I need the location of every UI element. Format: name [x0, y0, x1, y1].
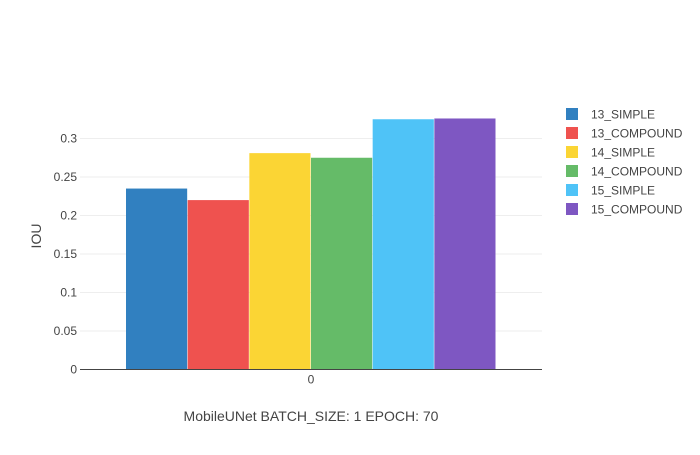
- bar-15-compound[interactable]: [434, 118, 496, 370]
- x-ticks: 0: [308, 373, 315, 387]
- x-tick-label: 0: [308, 373, 315, 387]
- legend-swatch: [566, 203, 578, 215]
- y-tick-label: 0.2: [60, 209, 77, 223]
- legend-label: 15_SIMPLE: [591, 184, 655, 198]
- bars: [126, 118, 496, 370]
- legend-label: 15_COMPOUND: [591, 203, 683, 217]
- legend-swatch: [566, 146, 578, 158]
- legend-item[interactable]: 15_SIMPLE: [566, 184, 655, 198]
- legend-item[interactable]: 13_SIMPLE: [566, 108, 655, 122]
- legend-item[interactable]: 15_COMPOUND: [566, 203, 683, 217]
- legend-label: 14_SIMPLE: [591, 146, 655, 160]
- legend-label: 13_SIMPLE: [591, 108, 655, 122]
- y-tick-label: 0.15: [54, 247, 78, 261]
- y-tick-label: 0.25: [54, 170, 78, 184]
- legend-label: 14_COMPOUND: [591, 165, 683, 179]
- y-ticks: 0 0.05 0.1 0.15 0.2 0.25 0.3: [54, 132, 78, 377]
- y-tick-label: 0: [70, 363, 77, 377]
- bar-15-simple[interactable]: [372, 119, 434, 370]
- bar-14-compound[interactable]: [311, 157, 373, 370]
- y-tick-label: 0.1: [60, 286, 77, 300]
- legend-swatch: [566, 184, 578, 196]
- legend-item[interactable]: 14_SIMPLE: [566, 146, 655, 160]
- legend-label: 13_COMPOUND: [591, 127, 683, 141]
- legend-item[interactable]: 14_COMPOUND: [566, 165, 683, 179]
- bar-13-simple[interactable]: [126, 188, 188, 370]
- x-axis-title: MobileUNet BATCH_SIZE: 1 EPOCH: 70: [184, 408, 439, 424]
- legend-swatch: [566, 108, 578, 120]
- legend: 13_SIMPLE 13_COMPOUND 14_SIMPLE 14_COMPOUND…: [566, 108, 683, 217]
- legend-swatch: [566, 127, 578, 139]
- bar-13-compound[interactable]: [187, 200, 249, 370]
- y-tick-label: 0.3: [60, 132, 77, 146]
- legend-swatch: [566, 165, 578, 177]
- y-tick-label: 0.05: [54, 324, 78, 338]
- y-axis-title: IOU: [28, 224, 44, 249]
- legend-item[interactable]: 13_COMPOUND: [566, 127, 683, 141]
- bar-14-simple[interactable]: [249, 153, 311, 370]
